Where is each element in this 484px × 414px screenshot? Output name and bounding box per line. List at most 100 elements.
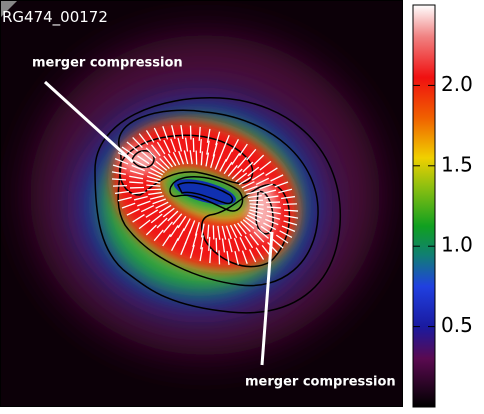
vector — [178, 150, 185, 165]
vector — [227, 238, 233, 253]
vector — [150, 167, 164, 176]
vector — [253, 231, 265, 243]
vector — [192, 233, 198, 248]
vector — [231, 139, 240, 152]
vector — [129, 181, 144, 184]
vector — [217, 225, 221, 240]
vector — [266, 214, 281, 220]
vector — [162, 221, 173, 234]
vector — [209, 249, 212, 264]
vector — [223, 161, 233, 175]
vector — [200, 151, 203, 166]
vector — [225, 148, 233, 162]
vector — [153, 229, 164, 242]
vector — [249, 206, 264, 210]
vector — [246, 148, 257, 161]
vector — [152, 164, 165, 174]
vector — [194, 222, 200, 236]
vector — [158, 204, 172, 214]
vector — [223, 134, 230, 149]
map-label: RG474_00172 — [2, 8, 108, 27]
vector — [129, 175, 144, 180]
vector — [249, 209, 264, 215]
vector — [249, 233, 260, 246]
vector — [170, 138, 177, 153]
vector — [244, 235, 254, 249]
vector — [137, 155, 150, 165]
vector — [205, 152, 210, 167]
vector — [231, 152, 241, 166]
vector — [133, 159, 147, 168]
vector — [162, 233, 172, 247]
vector — [208, 236, 211, 251]
vector — [148, 171, 162, 178]
vector — [247, 194, 262, 199]
vector — [212, 142, 218, 157]
vector — [225, 225, 232, 240]
vector — [238, 176, 252, 186]
vector — [180, 124, 184, 139]
vector — [231, 168, 243, 180]
vector — [169, 224, 179, 238]
vector — [177, 228, 185, 242]
vector — [146, 175, 161, 181]
vector — [249, 203, 264, 206]
vector — [163, 155, 173, 168]
vector — [239, 237, 247, 251]
vector — [150, 213, 163, 224]
vector — [266, 210, 281, 215]
vector — [251, 172, 265, 181]
vector — [274, 181, 289, 188]
polarization-vectors — [111, 124, 299, 266]
vector — [180, 241, 187, 256]
vector — [114, 158, 129, 165]
vector — [240, 221, 251, 232]
vector — [248, 212, 262, 219]
vector — [233, 223, 243, 237]
vector — [242, 161, 254, 173]
vector — [226, 251, 230, 266]
vector — [156, 217, 168, 229]
annotation: merger compression — [32, 56, 183, 71]
vector — [189, 150, 193, 165]
annotation: merger compression — [245, 375, 396, 390]
vector — [278, 188, 293, 194]
vector — [172, 213, 183, 225]
vector — [131, 191, 146, 195]
vector — [259, 160, 272, 171]
vector — [275, 234, 289, 244]
vector — [281, 195, 296, 200]
vector — [248, 249, 257, 263]
vector — [131, 164, 145, 172]
vector — [163, 139, 171, 153]
vector — [237, 156, 248, 169]
vector — [112, 164, 127, 170]
vector — [149, 195, 164, 200]
vector — [265, 167, 278, 176]
vector — [129, 170, 144, 176]
vector — [183, 218, 191, 232]
vector — [265, 218, 279, 226]
vector — [200, 235, 204, 250]
colorbar-tick-label: 0.5 — [441, 313, 473, 337]
colorbar — [412, 4, 436, 408]
vector — [246, 190, 261, 195]
vector — [233, 237, 240, 252]
vector — [145, 130, 155, 143]
vector — [150, 144, 161, 157]
vector — [257, 228, 269, 239]
arrow — [260, 231, 274, 366]
vector — [140, 204, 155, 213]
vector — [242, 219, 255, 230]
vector — [279, 230, 293, 238]
vector — [267, 241, 278, 253]
vector — [167, 153, 177, 167]
vector — [253, 154, 265, 166]
vector — [121, 146, 135, 156]
vector — [259, 183, 273, 190]
vector — [255, 177, 270, 186]
vector — [146, 180, 161, 184]
vector — [114, 190, 129, 195]
vector — [155, 201, 169, 209]
